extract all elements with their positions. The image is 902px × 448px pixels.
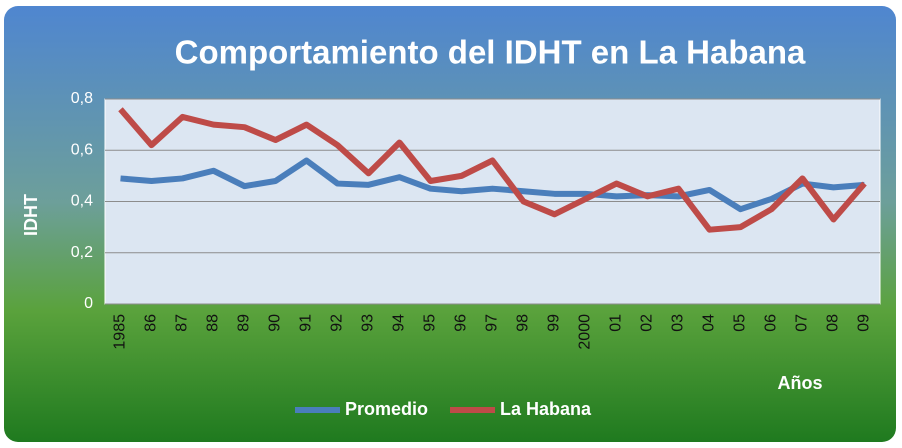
x-tick-label: 90	[267, 314, 284, 332]
x-tick-label: 99	[546, 314, 563, 332]
x-tick-label: 09	[856, 314, 873, 332]
x-tick-label: 95	[422, 314, 439, 332]
x-tick-label: 91	[298, 314, 315, 332]
line	[120, 157, 865, 213]
chart-title: Comportamiento del IDHT en La Habana	[175, 34, 806, 71]
x-tick-label: 2000	[577, 314, 594, 350]
x-tick-label: 03	[670, 314, 687, 332]
x-tick-label: 04	[701, 314, 718, 332]
x-tick-label: 06	[763, 314, 780, 332]
x-tick-label: 88	[205, 314, 222, 332]
x-axis-label: Años	[778, 373, 823, 393]
x-tick-label: 07	[794, 314, 811, 332]
x-tick-label: 92	[329, 314, 346, 332]
x-tick-label: 1985	[112, 314, 129, 350]
x-tick-label: 87	[174, 314, 191, 332]
x-tick-label: 93	[360, 314, 377, 332]
x-tick-label: 97	[484, 314, 501, 332]
x-tick-label: 96	[453, 314, 470, 332]
y-axis-label: IDHT	[21, 194, 41, 236]
y-tick-label: 0,2	[71, 244, 93, 261]
x-tick-label: 86	[143, 314, 160, 332]
y-tick-label: 0	[84, 295, 93, 312]
x-tick-label: 02	[639, 314, 656, 332]
y-tick-label: 0,6	[71, 141, 93, 158]
x-tick-label: 08	[825, 314, 842, 332]
line	[118, 107, 867, 233]
x-tick-label: 94	[391, 314, 408, 332]
legend-label: Promedio	[345, 399, 428, 419]
y-tick-label: 0,8	[71, 90, 93, 107]
legend-label: La Habana	[500, 399, 592, 419]
x-tick-label: 01	[608, 314, 625, 332]
x-tick-label: 98	[515, 314, 532, 332]
x-tick-label: 89	[236, 314, 253, 332]
y-tick-label: 0,4	[71, 193, 93, 210]
x-tick-label: 05	[732, 314, 749, 332]
